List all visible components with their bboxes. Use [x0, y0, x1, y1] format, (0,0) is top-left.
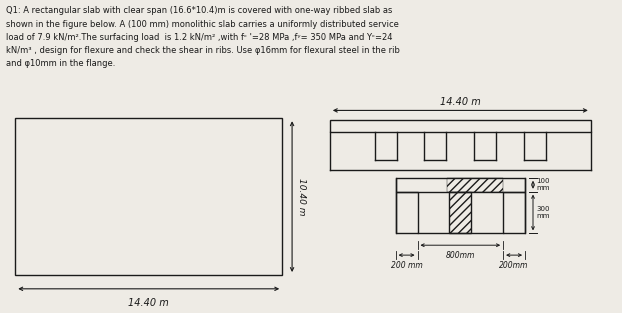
- Text: 800mm: 800mm: [445, 251, 475, 260]
- Text: 300
mm: 300 mm: [536, 206, 549, 219]
- Text: 200mm: 200mm: [499, 261, 529, 270]
- Text: 100
mm: 100 mm: [536, 178, 549, 191]
- Bar: [447, 178, 503, 192]
- Bar: [330, 120, 591, 132]
- Bar: [449, 192, 471, 233]
- Text: 14.40 m: 14.40 m: [128, 298, 169, 308]
- Text: 14.40 m: 14.40 m: [440, 97, 481, 107]
- Text: 200 mm: 200 mm: [391, 261, 422, 270]
- Bar: [503, 192, 525, 233]
- Text: 10.40 m: 10.40 m: [297, 178, 306, 215]
- Bar: [16, 118, 282, 275]
- Bar: [396, 192, 417, 233]
- Bar: [396, 178, 525, 192]
- Bar: [449, 192, 471, 233]
- Text: Q1: A rectangular slab with clear span (16.6*10.4)m is covered with one-way ribb: Q1: A rectangular slab with clear span (…: [6, 6, 400, 68]
